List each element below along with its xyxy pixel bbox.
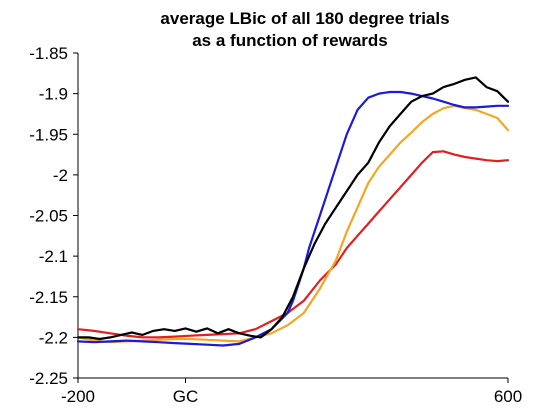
y-tick-label: -2.05 <box>29 207 68 226</box>
y-tick-label: -2 <box>53 166 68 185</box>
x-tick-label: -200 <box>61 387 95 406</box>
series-line-1 <box>76 150 510 339</box>
y-tick-label: -1.9 <box>39 85 68 104</box>
y-tick-label: -1.85 <box>29 44 68 63</box>
y-tick-label: -2.1 <box>39 247 68 266</box>
y-tick-label: -2.25 <box>29 369 68 388</box>
x-tick-label: GC <box>173 387 199 406</box>
series-line-2 <box>76 104 510 344</box>
y-tick-label: -1.95 <box>29 125 68 144</box>
y-tick-label: -2.2 <box>39 328 68 347</box>
x-tick-label: 600 <box>494 387 522 406</box>
y-tick-label: -2.15 <box>29 288 68 307</box>
series-line-4 <box>76 76 510 341</box>
chart-title-line-2: as a function of rewards <box>192 31 388 50</box>
series-line-3 <box>76 90 510 347</box>
plot-area: -1.85 -1.9 -1.95 -2 -2.05 -2.1 -2.15 -2.2 -2.25-… <box>29 44 522 406</box>
chart-title-line-1: average LBic of all 180 degree trials <box>160 9 449 28</box>
